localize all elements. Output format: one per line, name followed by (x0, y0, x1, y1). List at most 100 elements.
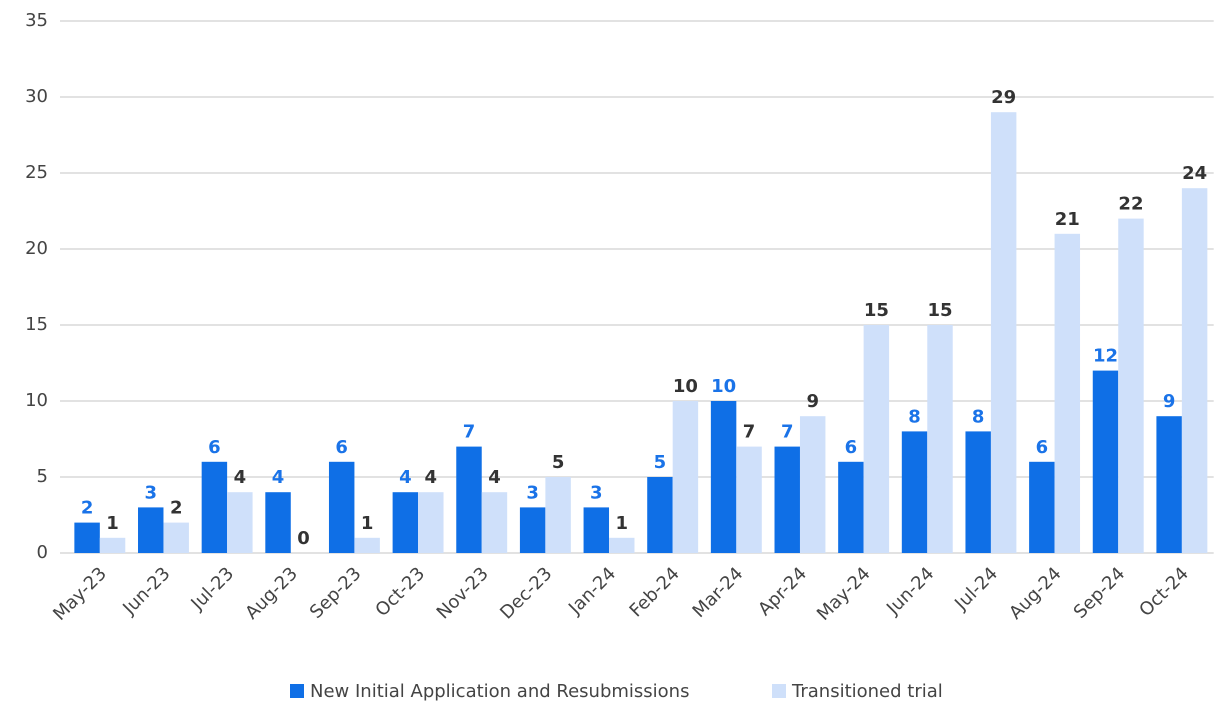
x-tick-label: May-23 (49, 563, 111, 625)
legend-label: New Initial Application and Resubmission… (310, 681, 689, 702)
value-label: 10 (673, 376, 698, 397)
legend-label: Transitioned trial (791, 681, 943, 702)
y-tick-label: 35 (25, 10, 48, 31)
bar (328, 461, 355, 553)
value-label: 3 (526, 482, 539, 503)
value-label: 3 (590, 482, 603, 503)
bar (736, 446, 762, 553)
value-label: 24 (1182, 163, 1207, 184)
bar (1092, 370, 1119, 553)
bar (990, 112, 1017, 553)
bar (163, 522, 189, 553)
value-label: 4 (399, 467, 412, 488)
value-label: 9 (806, 391, 819, 412)
y-tick-label: 10 (25, 390, 48, 411)
bar (927, 325, 953, 553)
value-label: 4 (234, 467, 247, 488)
y-tick-label: 15 (25, 314, 48, 335)
bar (710, 401, 737, 553)
value-label: 1 (106, 513, 119, 534)
value-label: 6 (335, 437, 348, 458)
value-label: 10 (711, 376, 736, 397)
value-label: 6 (845, 437, 858, 458)
bar (545, 477, 571, 553)
value-label: 22 (1118, 194, 1143, 215)
value-label: 0 (297, 528, 310, 549)
bar (672, 401, 699, 553)
x-tick-label: Feb-24 (626, 563, 684, 621)
value-label: 5 (654, 452, 667, 473)
x-tick-label: Sep-24 (1070, 563, 1130, 623)
x-tick-label: Dec-23 (496, 563, 556, 623)
value-label: 4 (272, 467, 285, 488)
bar (227, 492, 253, 553)
value-label: 9 (1163, 391, 1176, 412)
x-tick-label: Aug-24 (1005, 563, 1065, 623)
x-tick-label: Sep-23 (306, 563, 366, 623)
bar (74, 522, 100, 553)
bar (265, 492, 291, 553)
x-tick-label: Oct-23 (371, 563, 429, 621)
x-tick-label: Jul-23 (186, 563, 238, 615)
bar (799, 416, 826, 553)
bar (138, 507, 164, 553)
y-tick-label: 20 (25, 238, 48, 259)
bar (863, 325, 890, 553)
value-label: 29 (991, 87, 1016, 108)
value-label: 5 (552, 452, 565, 473)
x-tick-label: Jun-24 (882, 563, 938, 619)
value-label: 15 (864, 300, 889, 321)
value-label: 12 (1093, 346, 1118, 367)
value-label: 21 (1055, 209, 1080, 230)
value-label: 8 (908, 406, 921, 427)
bar (1054, 233, 1081, 554)
bar (901, 431, 928, 553)
value-label: 3 (144, 482, 157, 503)
bar (456, 446, 482, 553)
value-label: 7 (463, 422, 476, 443)
x-tick-label: Mar-24 (689, 563, 748, 622)
bar (99, 537, 126, 553)
value-label: 6 (208, 437, 221, 458)
bar (1181, 188, 1208, 553)
y-tick-label: 0 (37, 542, 48, 563)
bar (201, 461, 228, 553)
value-label: 1 (361, 513, 374, 534)
x-tick-label: Jan-24 (564, 563, 620, 619)
bar (1156, 416, 1182, 553)
bar (481, 492, 508, 553)
bar (583, 507, 610, 553)
value-label: 2 (170, 498, 183, 519)
value-label: 4 (488, 467, 501, 488)
x-tick-label: Oct-24 (1135, 563, 1193, 621)
value-label: 7 (743, 422, 756, 443)
bar (609, 537, 635, 553)
y-tick-label: 30 (25, 86, 48, 107)
value-label: 2 (81, 498, 94, 519)
x-tick-label: Jul-24 (950, 563, 1002, 615)
x-tick-label: Aug-23 (241, 563, 301, 623)
x-tick-label: Jun-23 (118, 563, 174, 619)
y-tick-label: 5 (37, 466, 48, 487)
bar (774, 446, 800, 553)
bar (838, 461, 864, 553)
value-label: 6 (1036, 437, 1049, 458)
bar (1118, 218, 1144, 553)
x-tick-label: Nov-23 (433, 563, 493, 623)
legend-swatch (772, 684, 786, 698)
bar (392, 492, 419, 553)
y-tick-label: 25 (25, 162, 48, 183)
value-label: 8 (972, 406, 985, 427)
bar (354, 537, 380, 553)
x-tick-label: Apr-24 (754, 563, 811, 620)
bar (1029, 461, 1055, 553)
value-label: 7 (781, 422, 794, 443)
bar (418, 492, 444, 553)
bar (647, 477, 673, 553)
value-label: 1 (615, 513, 628, 534)
x-tick-label: May-24 (813, 563, 875, 625)
value-label: 15 (927, 300, 952, 321)
bar (519, 507, 546, 553)
legend-swatch (290, 684, 304, 698)
